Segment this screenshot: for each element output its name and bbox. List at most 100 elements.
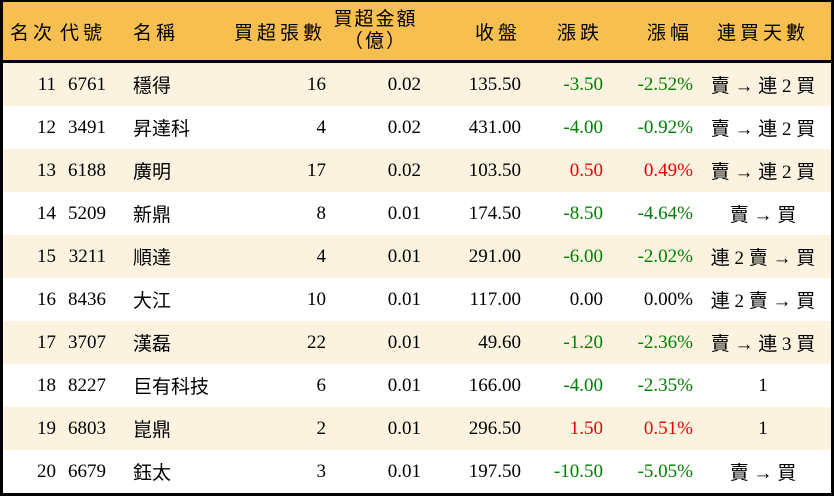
cell-streak: 賣 → 買 [695, 192, 831, 235]
cell-close: 197.50 [423, 450, 523, 493]
header-amount: 買超金額 （億） [328, 2, 423, 63]
header-close: 收盤 [423, 2, 523, 63]
cell-change: -4.00 [523, 364, 605, 407]
table-row: 19 6803 崑鼎 2 0.01 296.50 1.50 0.51% 1 [3, 407, 831, 450]
cell-amount: 0.01 [328, 364, 423, 407]
cell-amount: 0.01 [328, 321, 423, 364]
cell-rank: 19 [3, 407, 58, 450]
cell-volume: 6 [228, 364, 328, 407]
cell-rank: 17 [3, 321, 58, 364]
cell-rank: 16 [3, 278, 58, 321]
cell-volume: 4 [228, 235, 328, 278]
cell-streak: 1 [695, 364, 831, 407]
cell-rank: 20 [3, 450, 58, 493]
cell-close: 291.00 [423, 235, 523, 278]
cell-rank: 12 [3, 106, 58, 149]
cell-code: 8436 [58, 278, 108, 321]
cell-name: 巨有科技 [108, 364, 228, 407]
cell-code: 8227 [58, 364, 108, 407]
cell-volume: 22 [228, 321, 328, 364]
cell-code: 3211 [58, 235, 108, 278]
cell-volume: 10 [228, 278, 328, 321]
cell-pct: -4.64% [605, 192, 695, 235]
table-row: 16 8436 大江 10 0.01 117.00 0.00 0.00% 連 2… [3, 278, 831, 321]
header-pct: 漲幅 [605, 2, 695, 63]
cell-pct: -5.05% [605, 450, 695, 493]
cell-change: -4.00 [523, 106, 605, 149]
cell-pct: -2.02% [605, 235, 695, 278]
cell-close: 117.00 [423, 278, 523, 321]
cell-volume: 4 [228, 106, 328, 149]
cell-change: 0.50 [523, 149, 605, 192]
cell-name: 大江 [108, 278, 228, 321]
header-code: 代號 [58, 2, 108, 63]
cell-streak: 賣 → 連 2 買 [695, 106, 831, 149]
cell-pct: -2.36% [605, 321, 695, 364]
header-rank: 名次 [3, 2, 58, 63]
cell-close: 296.50 [423, 407, 523, 450]
cell-pct: 0.51% [605, 407, 695, 450]
cell-streak: 1 [695, 407, 831, 450]
cell-change: 1.50 [523, 407, 605, 450]
table-row: 15 3211 順達 4 0.01 291.00 -6.00 -2.02% 連 … [3, 235, 831, 278]
cell-code: 3707 [58, 321, 108, 364]
cell-streak: 賣 → 買 [695, 450, 831, 493]
cell-volume: 8 [228, 192, 328, 235]
cell-code: 5209 [58, 192, 108, 235]
cell-code: 6761 [58, 63, 108, 106]
cell-change: 0.00 [523, 278, 605, 321]
table-row: 12 3491 昇達科 4 0.02 431.00 -4.00 -0.92% 賣… [3, 106, 831, 149]
cell-streak: 賣 → 連 2 買 [695, 63, 831, 106]
cell-streak: 賣 → 連 3 買 [695, 321, 831, 364]
cell-name: 崑鼎 [108, 407, 228, 450]
cell-amount: 0.01 [328, 407, 423, 450]
cell-change: -1.20 [523, 321, 605, 364]
cell-rank: 14 [3, 192, 58, 235]
cell-pct: 0.00% [605, 278, 695, 321]
cell-name: 順達 [108, 235, 228, 278]
header-name: 名稱 [108, 2, 228, 63]
cell-pct: -2.52% [605, 63, 695, 106]
cell-change: -3.50 [523, 63, 605, 106]
header-amount-line1: 買超金額 [333, 9, 418, 31]
cell-code: 6803 [58, 407, 108, 450]
cell-streak: 賣 → 連 2 買 [695, 149, 831, 192]
cell-amount: 0.01 [328, 278, 423, 321]
cell-rank: 15 [3, 235, 58, 278]
cell-volume: 2 [228, 407, 328, 450]
cell-rank: 18 [3, 364, 58, 407]
cell-amount: 0.02 [328, 106, 423, 149]
cell-volume: 17 [228, 149, 328, 192]
cell-name: 昇達科 [108, 106, 228, 149]
table-row: 13 6188 廣明 17 0.02 103.50 0.50 0.49% 賣 →… [3, 149, 831, 192]
cell-close: 103.50 [423, 149, 523, 192]
cell-change: -10.50 [523, 450, 605, 493]
table-header: 名次 代號 名稱 買超張數 買超金額 （億） 收盤 漲跌 漲幅 連買天數 [3, 2, 831, 63]
cell-amount: 0.02 [328, 149, 423, 192]
cell-change: -6.00 [523, 235, 605, 278]
cell-name: 廣明 [108, 149, 228, 192]
cell-amount: 0.01 [328, 192, 423, 235]
cell-change: -8.50 [523, 192, 605, 235]
cell-volume: 3 [228, 450, 328, 493]
cell-name: 新鼎 [108, 192, 228, 235]
cell-rank: 11 [3, 63, 58, 106]
table-row: 17 3707 漢磊 22 0.01 49.60 -1.20 -2.36% 賣 … [3, 321, 831, 364]
cell-close: 49.60 [423, 321, 523, 364]
header-amount-line2: （億） [343, 31, 407, 52]
cell-code: 6679 [58, 450, 108, 493]
cell-pct: -0.92% [605, 106, 695, 149]
table-row: 20 6679 鈺太 3 0.01 197.50 -10.50 -5.05% 賣… [3, 450, 831, 493]
cell-amount: 0.01 [328, 235, 423, 278]
table-row: 14 5209 新鼎 8 0.01 174.50 -8.50 -4.64% 賣 … [3, 192, 831, 235]
cell-amount: 0.01 [328, 450, 423, 493]
cell-name: 鈺太 [108, 450, 228, 493]
header-row: 名次 代號 名稱 買超張數 買超金額 （億） 收盤 漲跌 漲幅 連買天數 [3, 2, 831, 63]
cell-close: 135.50 [423, 63, 523, 106]
cell-name: 漢磊 [108, 321, 228, 364]
table-row: 18 8227 巨有科技 6 0.01 166.00 -4.00 -2.35% … [3, 364, 831, 407]
cell-rank: 13 [3, 149, 58, 192]
cell-volume: 16 [228, 63, 328, 106]
table-body: 11 6761 穩得 16 0.02 135.50 -3.50 -2.52% 賣… [3, 63, 831, 493]
